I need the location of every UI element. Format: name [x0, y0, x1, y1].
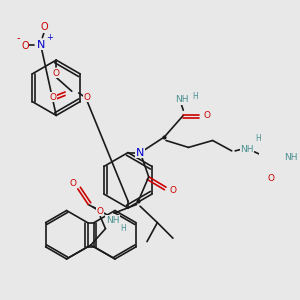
- Text: O: O: [169, 186, 176, 195]
- Text: NH: NH: [175, 95, 188, 104]
- Text: N: N: [36, 40, 45, 50]
- Text: O: O: [268, 174, 275, 183]
- Text: O: O: [21, 41, 29, 51]
- Text: O: O: [69, 179, 76, 188]
- Text: O: O: [84, 93, 91, 102]
- Text: +: +: [46, 33, 53, 42]
- Text: NH: NH: [106, 215, 119, 224]
- Text: O: O: [40, 22, 48, 32]
- Text: N: N: [136, 148, 144, 158]
- Text: H: H: [193, 92, 198, 101]
- Text: H: H: [120, 224, 126, 233]
- Text: O: O: [49, 93, 56, 102]
- Text: NH: NH: [241, 145, 254, 154]
- Text: -: -: [16, 33, 20, 43]
- Text: O: O: [97, 207, 104, 216]
- Text: H: H: [255, 134, 260, 143]
- Text: O: O: [204, 111, 211, 120]
- Text: O: O: [53, 69, 60, 78]
- Text: NH: NH: [284, 153, 297, 162]
